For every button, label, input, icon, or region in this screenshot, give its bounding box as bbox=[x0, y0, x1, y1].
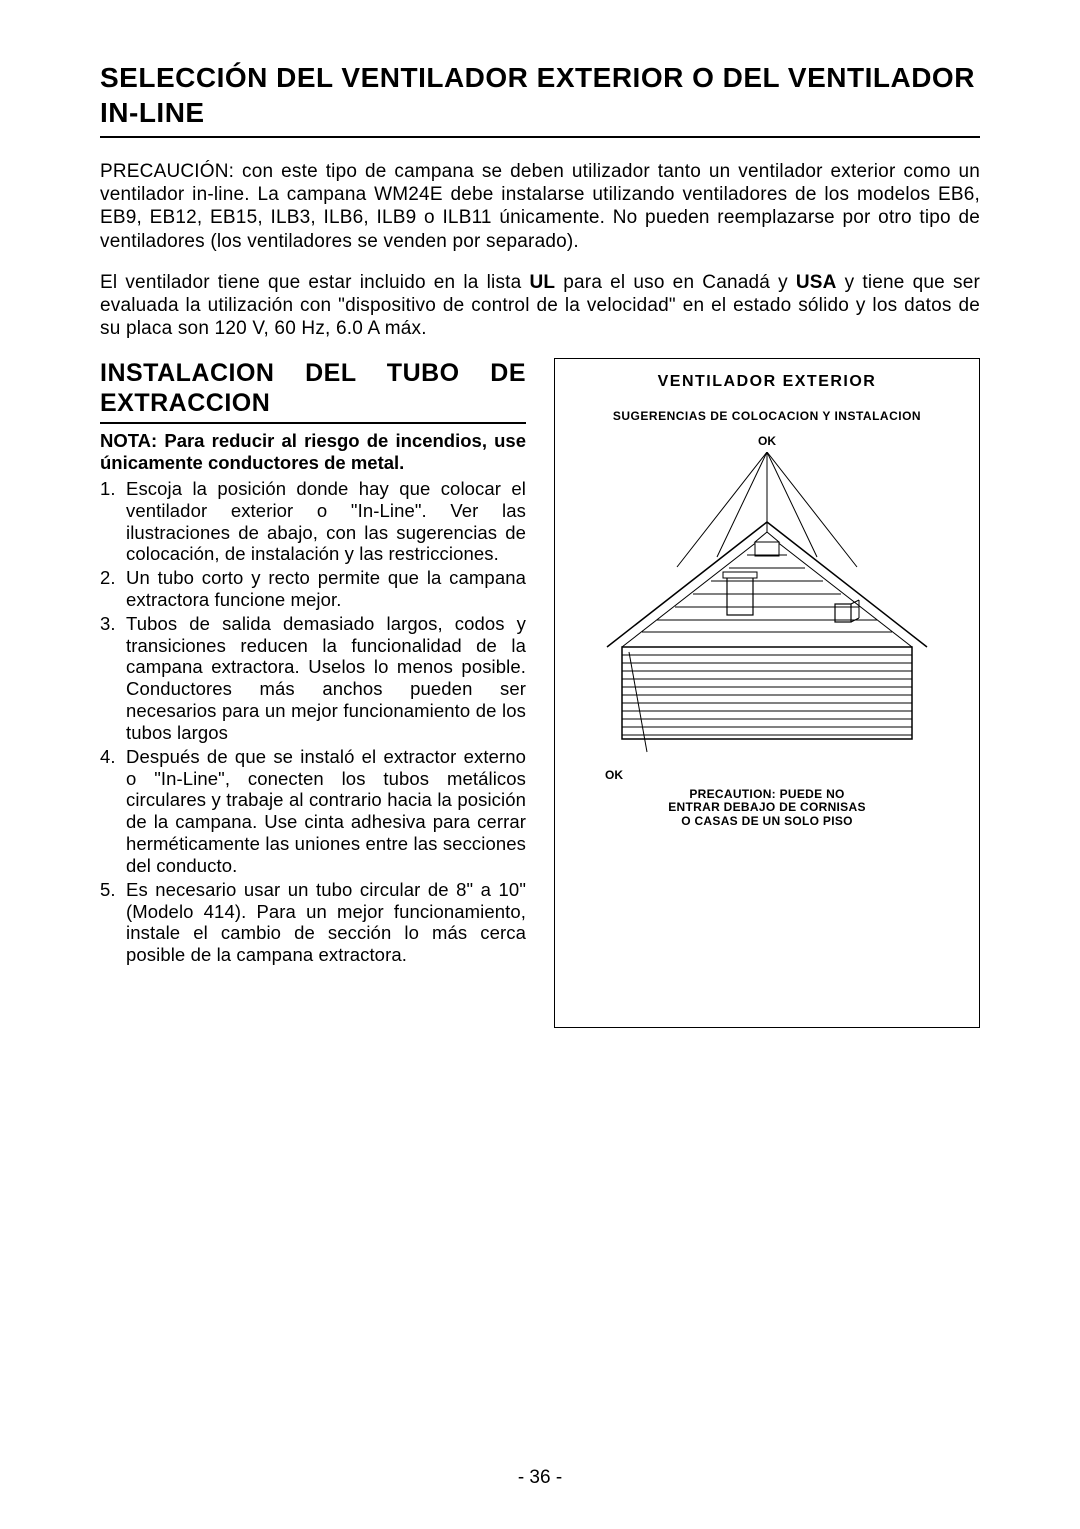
list-item: Escoja la posición donde hay que colocar… bbox=[100, 478, 526, 565]
section-subtitle: INSTALACION DEL TUBO DE EXTRACCION bbox=[100, 358, 526, 424]
caution-line1: PRECAUTION: PUEDE NO bbox=[689, 787, 844, 801]
page-number: - 36 - bbox=[0, 1467, 1080, 1489]
diagram-box: VENTILADOR EXTERIOR SUGERENCIAS DE COLOC… bbox=[554, 358, 980, 1028]
ok-top-label: OK bbox=[565, 434, 969, 448]
nota-warning: NOTA: Para reducir al riesgo de incendio… bbox=[100, 430, 526, 474]
ul-paragraph: El ventilador tiene que estar incluido e… bbox=[100, 271, 980, 341]
steps-list: Escoja la posición donde hay que colocar… bbox=[100, 478, 526, 966]
list-item: Después de que se instaló el extractor e… bbox=[100, 746, 526, 877]
para2-b: para el uso en Canadá y bbox=[555, 272, 796, 293]
diagram-caution: PRECAUTION: PUEDE NO ENTRAR DEBAJO DE CO… bbox=[565, 788, 969, 829]
list-item: Un tubo corto y recto permite que la cam… bbox=[100, 567, 526, 611]
caution-line2: ENTRAR DEBAJO DE CORNISAS bbox=[668, 800, 866, 814]
ok-bottom-label: OK bbox=[605, 768, 969, 782]
list-item: Es necesario usar un tubo circular de 8"… bbox=[100, 879, 526, 966]
caution-paragraph: PRECAUCIÓN: con este tipo de campana se … bbox=[100, 160, 980, 253]
two-column-layout: INSTALACION DEL TUBO DE EXTRACCION NOTA:… bbox=[100, 358, 980, 1028]
para2-a: El ventilador tiene que estar incluido e… bbox=[100, 272, 529, 293]
house-diagram-icon bbox=[587, 452, 947, 762]
caution-line3: O CASAS DE UN SOLO PISO bbox=[681, 814, 853, 828]
diagram-title: VENTILADOR EXTERIOR bbox=[565, 373, 969, 391]
page-title: SELECCIÓN DEL VENTILADOR EXTERIOR O DEL … bbox=[100, 60, 980, 138]
diagram-spacer bbox=[565, 829, 969, 1009]
list-item: Tubos de salida demasiado largos, codos … bbox=[100, 613, 526, 744]
diagram-subtitle: SUGERENCIAS DE COLOCACION Y INSTALACION bbox=[565, 409, 969, 423]
right-column: VENTILADOR EXTERIOR SUGERENCIAS DE COLOC… bbox=[554, 358, 980, 1028]
para2-ul: UL bbox=[529, 272, 555, 293]
left-column: INSTALACION DEL TUBO DE EXTRACCION NOTA:… bbox=[100, 358, 526, 1028]
para2-usa: USA bbox=[796, 272, 837, 293]
